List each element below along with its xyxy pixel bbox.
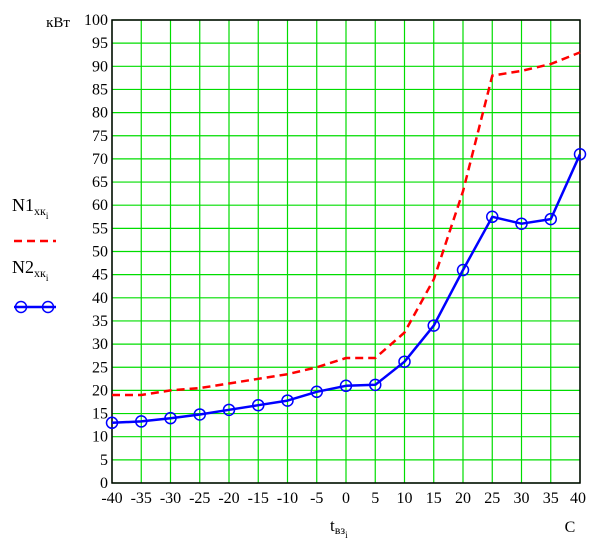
x-axis-label: tвзi: [330, 516, 348, 540]
x-tick-label: 5: [371, 490, 379, 507]
y-tick-label: 10: [92, 429, 108, 446]
legend-label-series-1: N1хкi: [12, 195, 49, 221]
y-tick-label: 65: [92, 174, 108, 191]
y-tick-label: 90: [92, 58, 108, 75]
x-tick-label: -20: [218, 490, 239, 507]
y-tick-label: 75: [92, 128, 108, 145]
x-tick-label: -15: [248, 490, 269, 507]
series-line-1: [112, 51, 581, 397]
y-tick-label: 40: [92, 290, 108, 307]
series-2-point: [193, 408, 206, 421]
x-tick-label: -35: [131, 490, 152, 507]
series-2-point: [573, 148, 587, 161]
legend-label-series-1-subsub: i: [46, 211, 49, 221]
legend: N1хкi N2хкi: [12, 195, 56, 314]
x-tick-label: -10: [277, 490, 298, 507]
legend-label-series-2-base: N2: [12, 257, 34, 277]
series-2-point: [135, 415, 148, 428]
y-tick-label: 60: [92, 197, 108, 214]
legend-label-series-1-sub: хк: [34, 204, 46, 218]
x-tick-label: -30: [160, 490, 181, 507]
y-tick-label: 70: [92, 151, 108, 168]
y-tick-label: 100: [84, 12, 108, 29]
series-2-point: [515, 217, 528, 230]
series-2-point: [398, 355, 411, 368]
series-2-point: [486, 210, 499, 224]
series-2-point: [164, 411, 177, 425]
x-tick-label: 10: [397, 490, 413, 507]
x-axis-label-sub: вз: [335, 523, 346, 537]
x-axis-label-subsub: i: [345, 530, 348, 540]
x-axis-ticks: -40 -35 -30 -25 -20 -15 -10 -5 0 5 10 15 20 25 30 35 40: [101, 490, 586, 507]
legend-marker-series-2: [14, 300, 28, 314]
x-tick-label: -5: [310, 490, 323, 507]
x-tick-label: -25: [189, 490, 210, 507]
y-tick-label: 95: [92, 35, 108, 52]
y-tick-label: 50: [92, 244, 108, 261]
y-tick-label: 35: [92, 313, 108, 330]
legend-label-series-2-subsub: i: [46, 273, 49, 283]
x-tick-label: -40: [101, 490, 122, 507]
series-2-point: [310, 385, 323, 399]
legend-label-series-1-base: N1: [12, 195, 34, 215]
grid: [111, 19, 581, 484]
y-tick-label: 45: [92, 267, 108, 284]
series-2-point: [456, 263, 470, 277]
plot-frame: [111, 19, 581, 484]
y-axis-ticks: 0 5 10 15 20 25 30 35 40 45 50 55 60 65 70 75 80 85 90 95 10…: [84, 12, 108, 492]
x-tick-label: 20: [455, 490, 471, 507]
x-tick-label: 25: [484, 490, 500, 507]
series-2-point: [544, 212, 557, 226]
series-2-point: [252, 398, 265, 412]
y-tick-label: 5: [100, 452, 108, 469]
legend-marker-series-2: [41, 300, 55, 314]
series-2-point: [105, 416, 119, 430]
series-2-point: [222, 403, 236, 417]
series-2-point: [339, 379, 353, 393]
series-2-point: [281, 394, 294, 407]
x-tick-label: 0: [342, 490, 350, 507]
y-axis-unit-label: кВт: [46, 15, 70, 31]
y-tick-label: 0: [100, 475, 108, 492]
x-tick-label: 30: [514, 490, 530, 507]
y-tick-label: 20: [92, 382, 108, 399]
series-layer: [105, 51, 587, 430]
y-tick-label: 80: [92, 105, 108, 122]
y-tick-label: 85: [92, 81, 108, 98]
x-axis-label-base: t: [330, 516, 335, 535]
y-tick-label: 30: [92, 336, 108, 353]
legend-label-series-2: N2хкi: [12, 257, 49, 283]
series-line-2: [111, 153, 582, 425]
x-axis-unit-label: C: [565, 519, 576, 536]
y-tick-label: 15: [92, 406, 108, 423]
y-tick-label: 25: [92, 359, 108, 376]
legend-label-series-2-sub: хк: [34, 266, 46, 280]
x-tick-label: 40: [570, 490, 586, 507]
y-tick-label: 55: [92, 220, 108, 237]
x-tick-label: 15: [426, 490, 442, 507]
series-2-point: [427, 319, 440, 332]
series-2-point: [369, 378, 382, 392]
x-tick-label: 35: [543, 490, 559, 507]
